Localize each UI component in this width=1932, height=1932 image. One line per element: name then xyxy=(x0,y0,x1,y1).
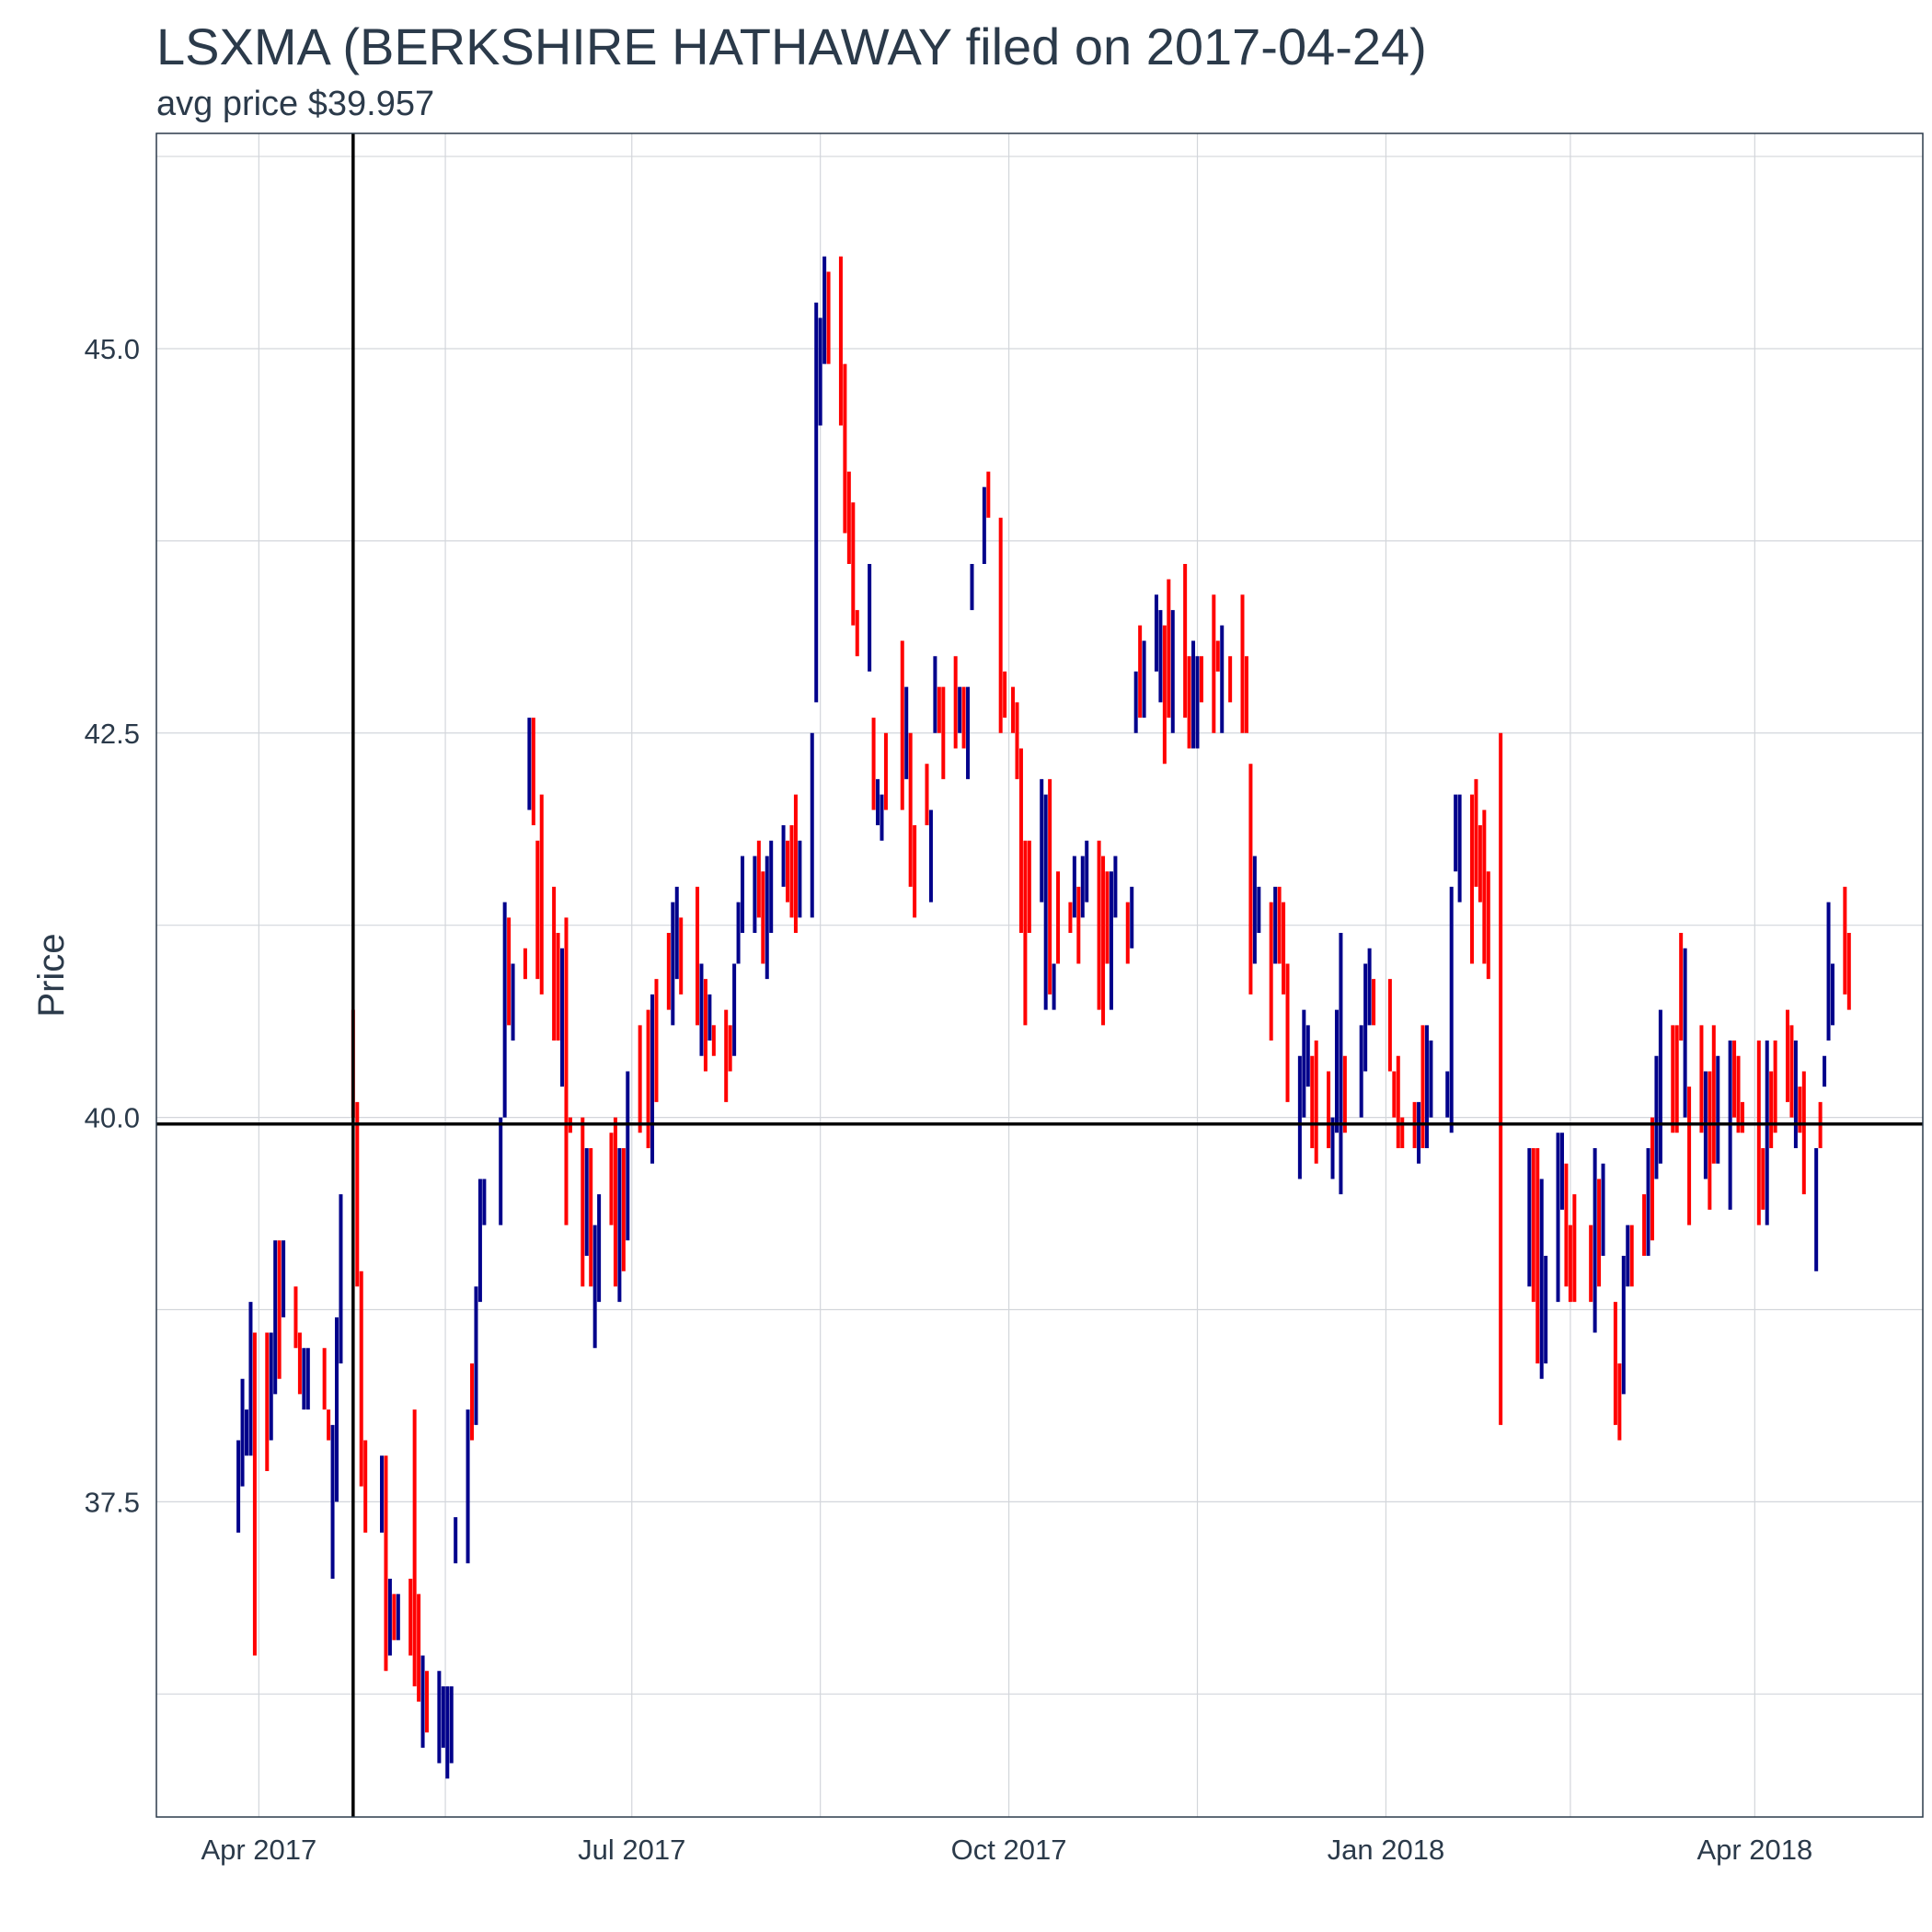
reference-lines xyxy=(156,133,1923,1817)
y-tick-label: 45.0 xyxy=(85,333,140,365)
grid-lines xyxy=(156,133,1923,1817)
y-tick-label: 42.5 xyxy=(85,718,140,750)
chart-title: LSXMA (BERKSHIRE HATHAWAY filed on 2017-… xyxy=(156,17,1427,75)
y-tick-label: 40.0 xyxy=(85,1102,140,1134)
y-axis-label: Price xyxy=(31,933,72,1017)
y-tick-label: 37.5 xyxy=(85,1486,140,1518)
x-tick-label: Apr 2018 xyxy=(1696,1834,1812,1866)
x-tick-label: Oct 2017 xyxy=(951,1834,1067,1866)
chart-subtitle: avg price $39.957 xyxy=(156,85,435,123)
ohlc-bars xyxy=(236,256,1851,1779)
x-tick-label: Jan 2018 xyxy=(1328,1834,1445,1866)
x-axis: Apr 2017 Jul 2017 Oct 2017 Jan 2018 Apr 2018 xyxy=(201,1834,1812,1866)
x-tick-label: Jul 2017 xyxy=(578,1834,685,1866)
x-tick-label: Apr 2017 xyxy=(201,1834,316,1866)
panel-border xyxy=(155,132,1924,1818)
y-axis: 37.5 40.0 42.5 45.0 xyxy=(85,333,140,1518)
